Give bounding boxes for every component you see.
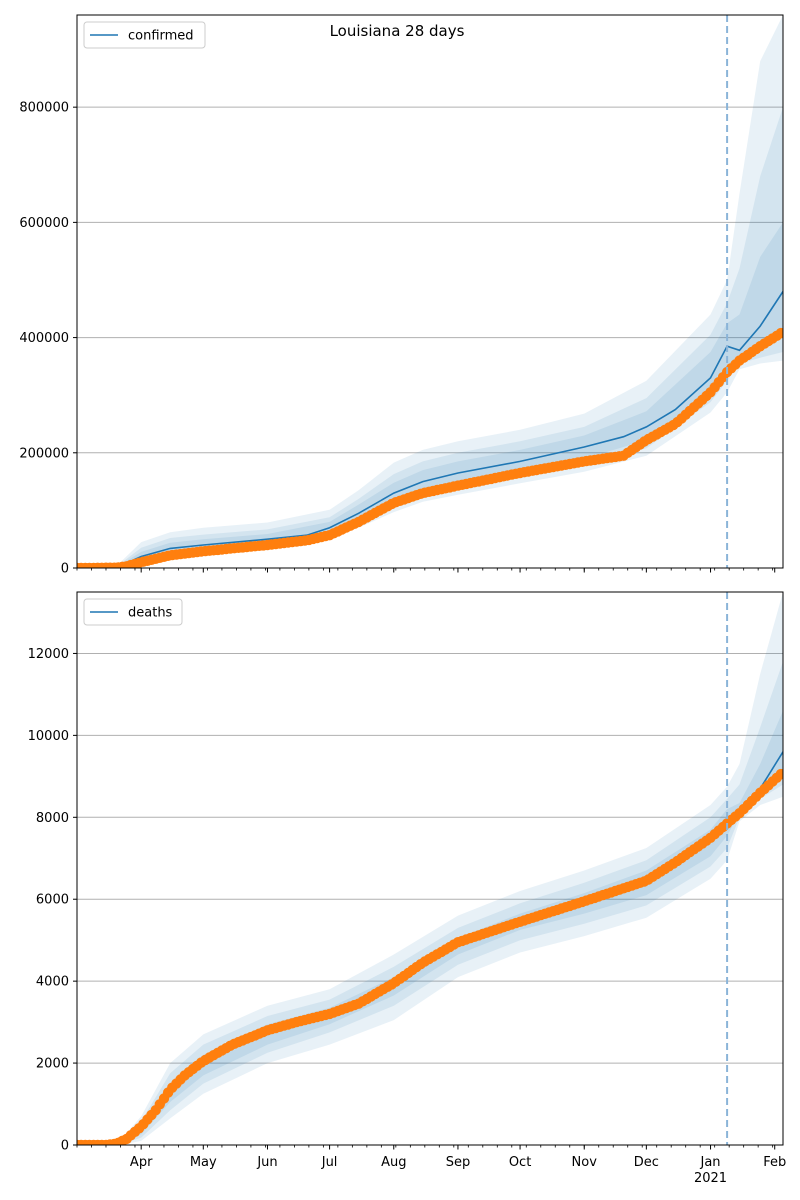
y-tick-label: 4000	[36, 975, 69, 990]
x-tick-label: Aug	[381, 1155, 406, 1170]
y-tick-label: 6000	[36, 893, 69, 908]
legend-label: confirmed	[128, 29, 194, 44]
y-tick-label: 12000	[28, 647, 69, 662]
legend-label: deaths	[128, 606, 173, 621]
observed-point	[775, 327, 783, 339]
x-tick-label: Jun	[256, 1155, 277, 1170]
x-year-label: 2021	[694, 1171, 727, 1186]
y-tick-label: 2000	[36, 1057, 69, 1072]
legend-box	[83, 21, 206, 49]
y-tick-label: 800000	[19, 101, 69, 116]
y-tick-label: 600000	[19, 216, 69, 231]
plot-area	[77, 15, 783, 568]
uncertainty-band	[77, 222, 783, 568]
x-tick-label: Oct	[509, 1155, 531, 1170]
x-tick-label: Feb	[763, 1155, 786, 1170]
x-tick-label: Sep	[446, 1155, 471, 1170]
plot-frame	[76, 591, 784, 1146]
uncertainty-band	[77, 661, 783, 1145]
x-tick-label: Dec	[634, 1155, 659, 1170]
uncertainty-band	[77, 107, 783, 568]
y-tick-label: 0	[61, 1139, 69, 1154]
y-tick-label: 0	[61, 562, 69, 577]
legend-box	[83, 598, 183, 626]
x-tick-label: Nov	[572, 1155, 598, 1170]
x-tick-label: Apr	[130, 1155, 153, 1170]
model-line	[77, 291, 783, 568]
y-tick-label: 8000	[36, 811, 69, 826]
y-tick-label: 400000	[19, 331, 69, 346]
plot-area	[77, 592, 783, 1145]
plot-frame	[76, 14, 784, 569]
x-tick-label: May	[190, 1155, 217, 1170]
y-tick-label: 200000	[19, 446, 69, 461]
y-tick-label: 10000	[28, 729, 69, 744]
uncertainty-band	[77, 592, 783, 1145]
x-tick-label: Jul	[321, 1155, 338, 1170]
x-tick-label: Jan	[700, 1155, 721, 1170]
chart-title: Louisiana 28 days	[330, 22, 465, 40]
deaths-panel: 0 2000 4000 6000 8000 10000 12000 Apr May Jun Jul A…	[28, 591, 786, 1186]
legend: deaths	[83, 598, 183, 626]
uncertainty-band	[77, 15, 783, 568]
legend: confirmed	[83, 21, 206, 49]
observed-point	[775, 768, 783, 780]
confirmed-panel: 0 200000 400000 600000 800000 confirmed	[19, 14, 784, 577]
